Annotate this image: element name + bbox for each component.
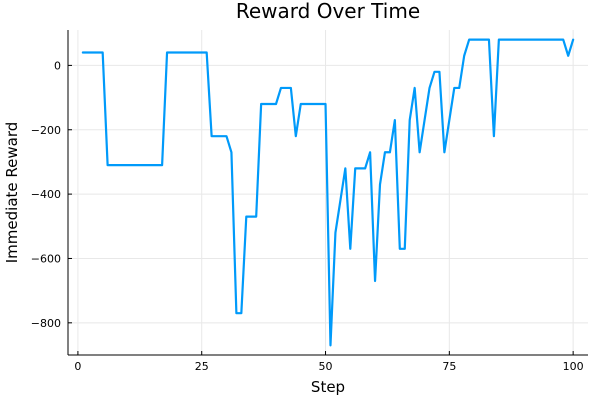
x-tick-label: 50 <box>319 360 333 373</box>
y-axis-label: Immediate Reward <box>3 122 21 264</box>
chart-title: Reward Over Time <box>236 0 420 23</box>
y-tick-label: −800 <box>31 317 61 330</box>
grid <box>68 30 588 355</box>
y-tick-label: −600 <box>31 252 61 265</box>
y-tick-label: −200 <box>31 124 61 137</box>
x-axis-label: Step <box>311 378 345 396</box>
y-tick-label: 0 <box>54 59 61 72</box>
x-tick-label: 0 <box>74 360 81 373</box>
series-line-1 <box>81 38 575 347</box>
y-tick-label: −400 <box>31 188 61 201</box>
x-tick-label: 75 <box>442 360 456 373</box>
y-ticks: −800 −600 −400 −200 0 <box>31 59 72 330</box>
axes <box>67 30 588 356</box>
x-ticks: 0 25 50 75 100 <box>74 351 584 373</box>
x-tick-label: 100 <box>563 360 584 373</box>
x-tick-label: 25 <box>195 360 209 373</box>
series-group <box>81 38 575 347</box>
